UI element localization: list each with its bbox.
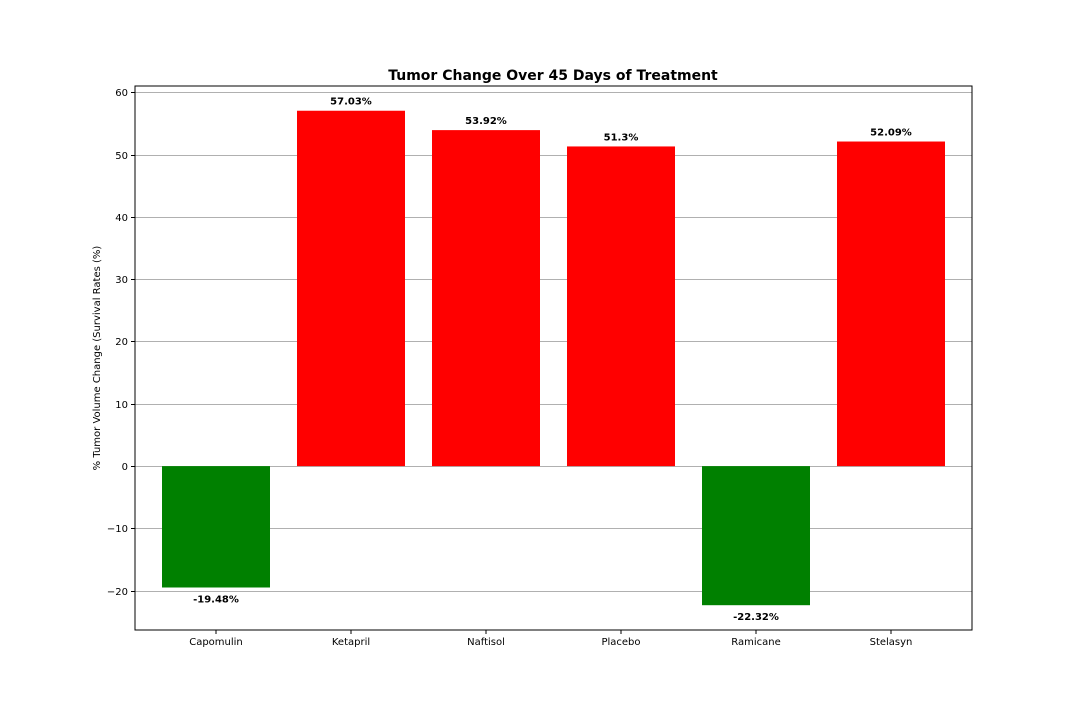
x-tick-label-naftisol: Naftisol xyxy=(467,637,505,648)
y-tick-label: 40 xyxy=(115,213,128,224)
bar-ketapril xyxy=(297,110,405,467)
bars xyxy=(162,110,945,606)
value-label-stelasyn: 52.09% xyxy=(870,128,912,139)
y-tick-label: 30 xyxy=(115,275,128,286)
value-label-capomulin: -19.48% xyxy=(193,595,239,606)
value-label-placebo: 51.3% xyxy=(604,132,639,143)
y-tick-label: −10 xyxy=(107,524,128,535)
value-label-ketapril: 57.03% xyxy=(330,97,372,108)
x-tick-label-ketapril: Ketapril xyxy=(332,637,370,648)
y-tick-label: 20 xyxy=(115,337,128,348)
x-tick-label-capomulin: Capomulin xyxy=(189,637,243,648)
bar-placebo xyxy=(567,146,675,467)
bar-ramicane xyxy=(702,466,810,606)
plot-frame xyxy=(134,85,973,631)
grid-lines xyxy=(135,92,972,592)
y-tick-label: 50 xyxy=(115,151,128,162)
y-tick-label: 60 xyxy=(115,88,128,99)
value-labels: -19.48% 57.03% 53.92% 51.3% -22.32% 52.09% xyxy=(193,97,912,623)
x-tick-label-stelasyn: Stelasyn xyxy=(870,637,913,648)
x-tick-label-placebo: Placebo xyxy=(601,637,640,648)
y-tick-label: 10 xyxy=(115,400,128,411)
bar-capomulin xyxy=(162,466,270,588)
y-tick-label: −20 xyxy=(107,587,128,598)
bar-stelasyn xyxy=(837,141,945,467)
y-axis-title: % Tumor Volume Change (Survival Rates (%… xyxy=(92,246,103,471)
y-axis-ticks: −20 −10 0 10 20 30 40 50 60 xyxy=(107,88,135,598)
value-label-ramicane: -22.32% xyxy=(733,612,779,623)
x-tick-label-ramicane: Ramicane xyxy=(731,637,781,648)
bar-naftisol xyxy=(432,130,540,467)
chart-title: Tumor Change Over 45 Days of Treatment xyxy=(388,68,718,84)
x-axis-ticks: Capomulin Ketapril Naftisol Placebo Ramicane… xyxy=(189,630,912,648)
value-label-naftisol: 53.92% xyxy=(465,116,507,127)
y-tick-label: 0 xyxy=(122,462,128,473)
